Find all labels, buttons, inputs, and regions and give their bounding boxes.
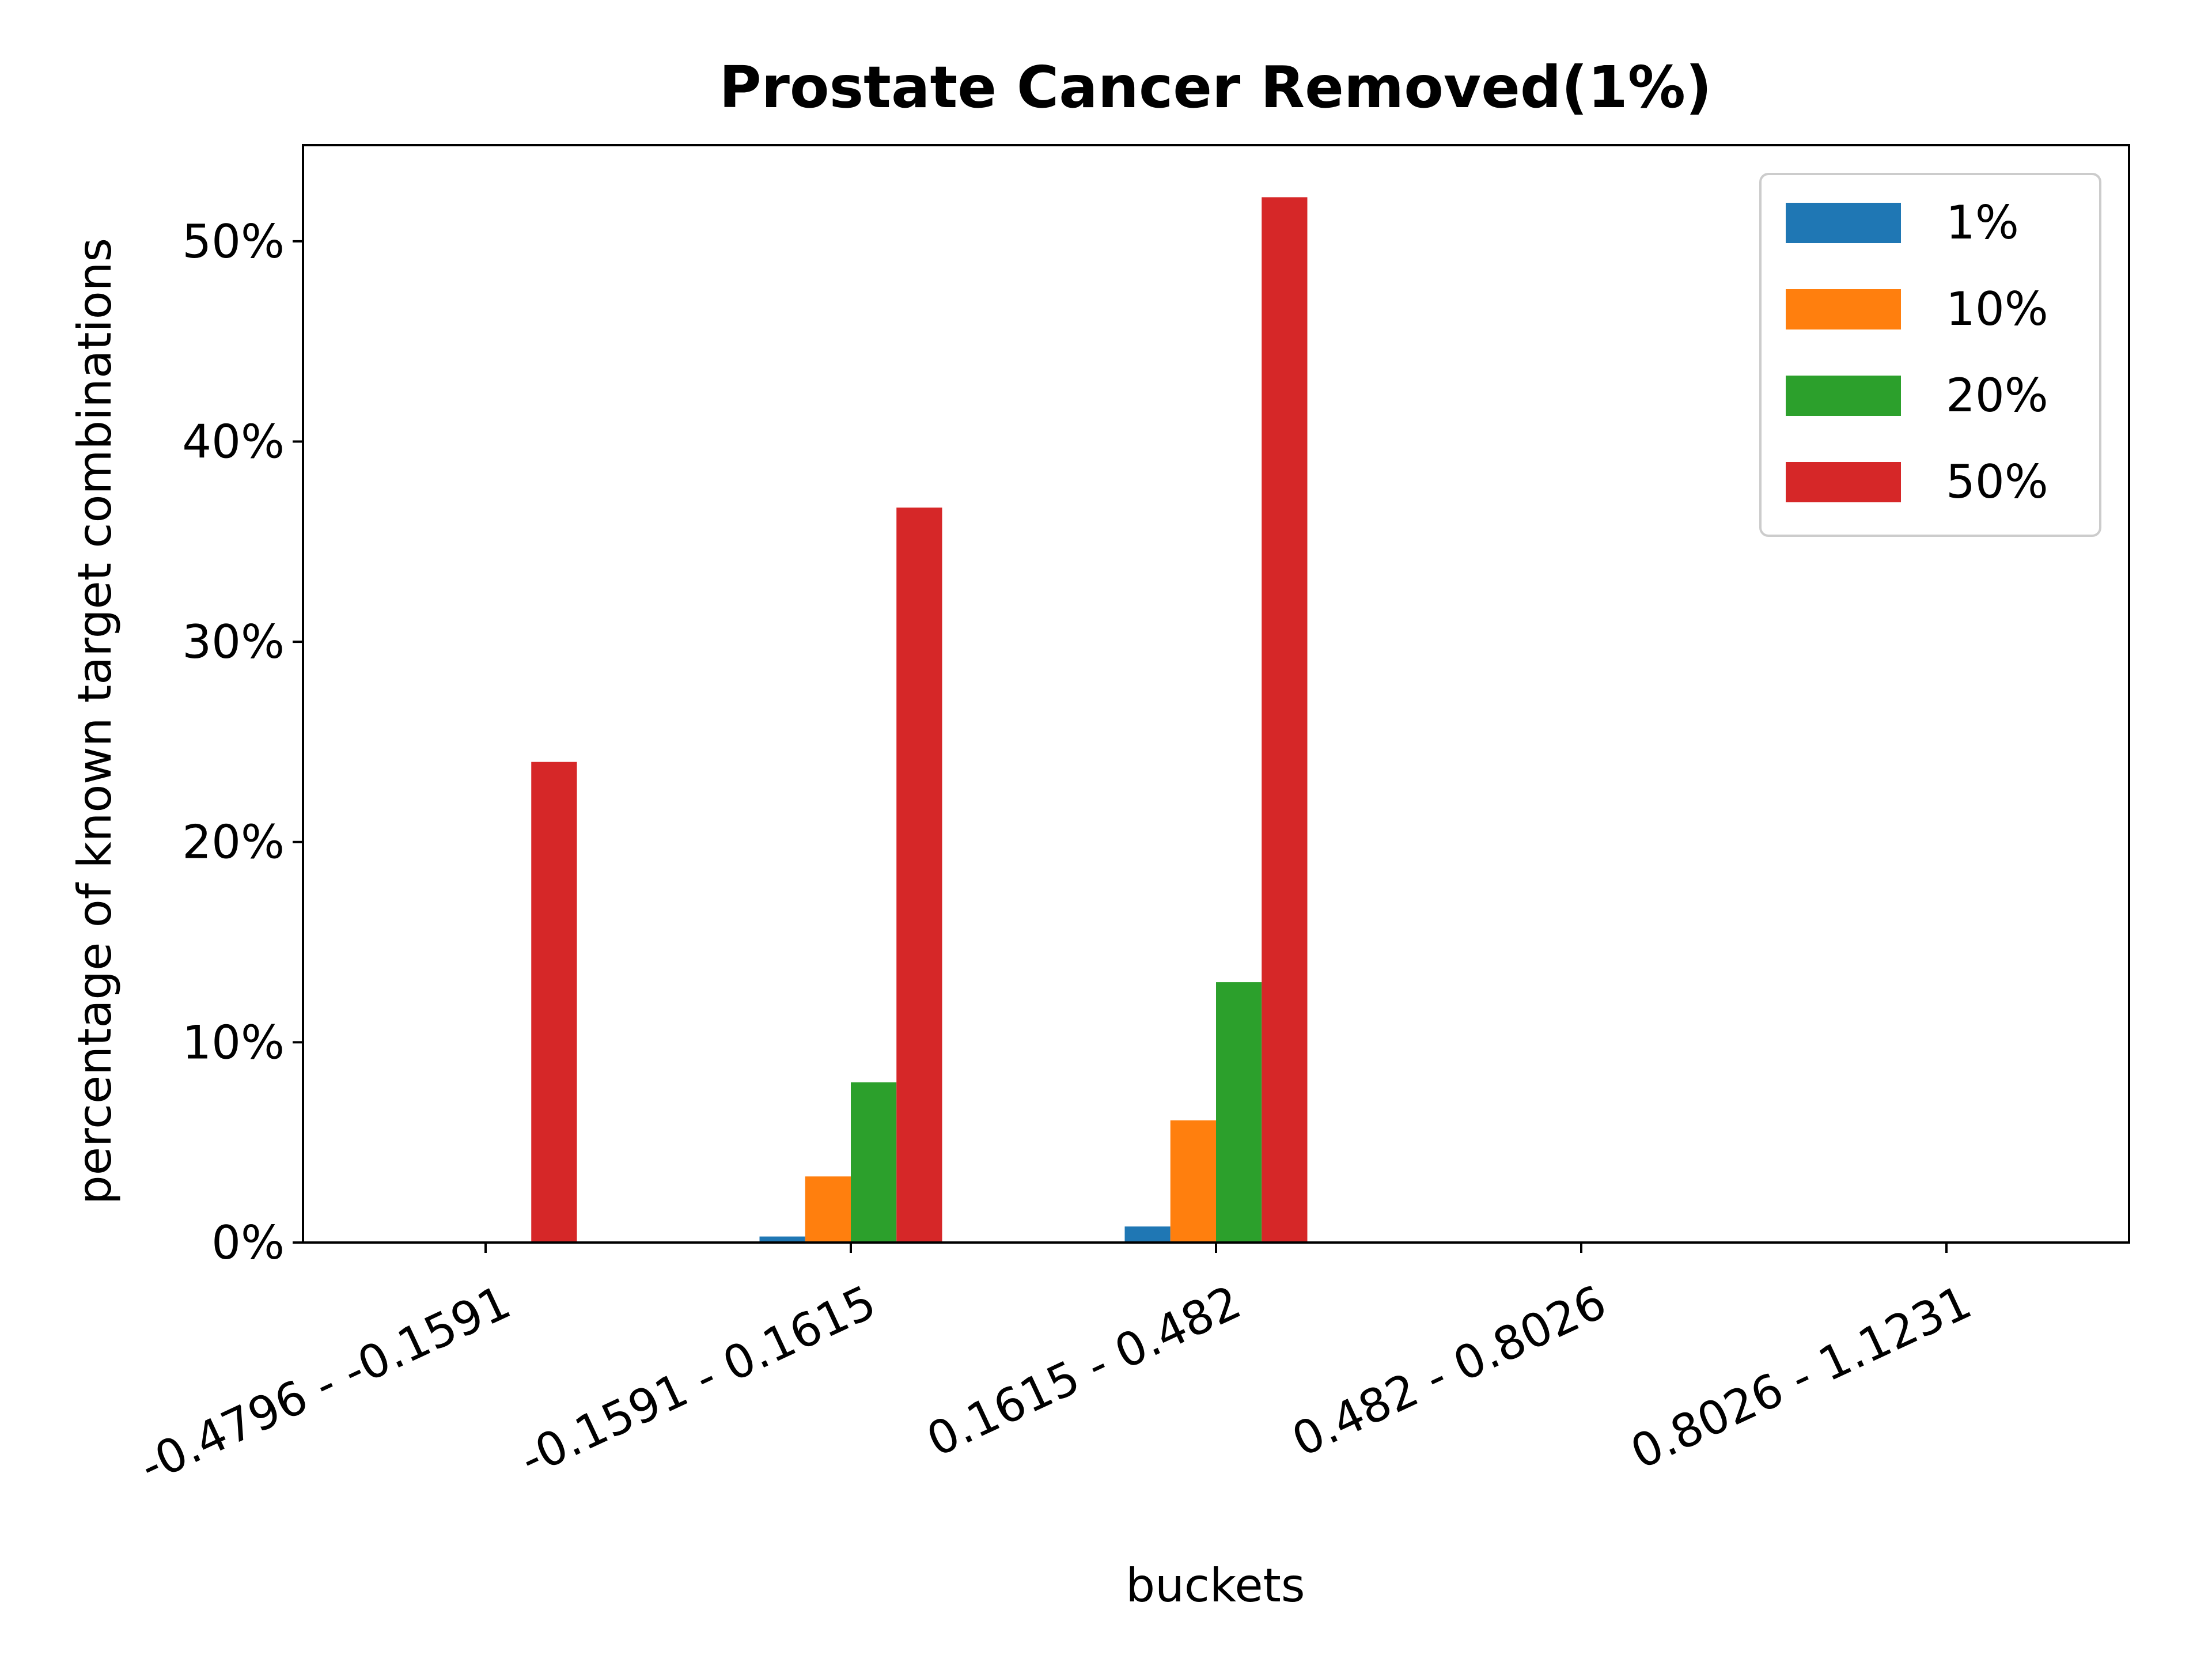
legend-label: 10% [1946,282,2048,336]
legend-swatch-20pct [1786,376,1901,416]
bar-1pct-1 [759,1236,805,1243]
bar-20pct-2 [1216,982,1262,1243]
y-tick-label: 20% [182,816,285,869]
y-tick-label: 10% [182,1016,285,1069]
y-tick-label: 30% [182,615,285,669]
x-tick-label: 0.1615 - 0.482 [919,1275,1249,1467]
legend-box [1759,173,2101,537]
bar-50pct-2 [1262,197,1308,1243]
x-tick-label: -0.4796 - -0.1591 [132,1275,518,1494]
legend: 1% 10% 20% 50% [1759,173,2101,537]
x-tick-label: -0.1591 - 0.1615 [512,1275,884,1487]
plot-frame [302,144,2130,1244]
x-axis: -0.4796 - -0.1591-0.1591 - 0.1615 0.1615 … [132,1243,1979,1494]
y-tick-label: 0% [211,1216,285,1270]
bar-50pct-1 [896,507,942,1243]
y-tick-label: 40% [182,415,285,468]
x-axis-label: buckets [1126,1559,1305,1612]
legend-swatch-1pct [1786,203,1901,243]
bar-10pct-1 [805,1176,851,1243]
legend-label: 1% [1946,196,2019,249]
x-tick-label: 0.482 - 0.8026 [1284,1275,1614,1467]
bar-10pct-2 [1170,1120,1216,1243]
y-axis: 0% 10% 20% 30% 40% 50% [182,215,303,1270]
legend-label: 50% [1946,455,2048,509]
y-axis-label: percentage of known target combinations [68,238,122,1205]
bar-50pct-0 [531,762,577,1243]
bar-1pct-2 [1124,1226,1171,1243]
chart-title: Prostate Cancer Removed(1%) [719,54,1711,121]
x-tick-label: 0.8026 - 1.1231 [1623,1275,1979,1480]
legend-label: 20% [1946,369,2048,422]
bar-20pct-1 [851,1082,897,1243]
y-tick-label: 50% [182,215,285,268]
legend-swatch-10pct [1786,289,1901,329]
bars-group [531,197,1308,1243]
legend-swatch-50pct [1786,462,1901,502]
